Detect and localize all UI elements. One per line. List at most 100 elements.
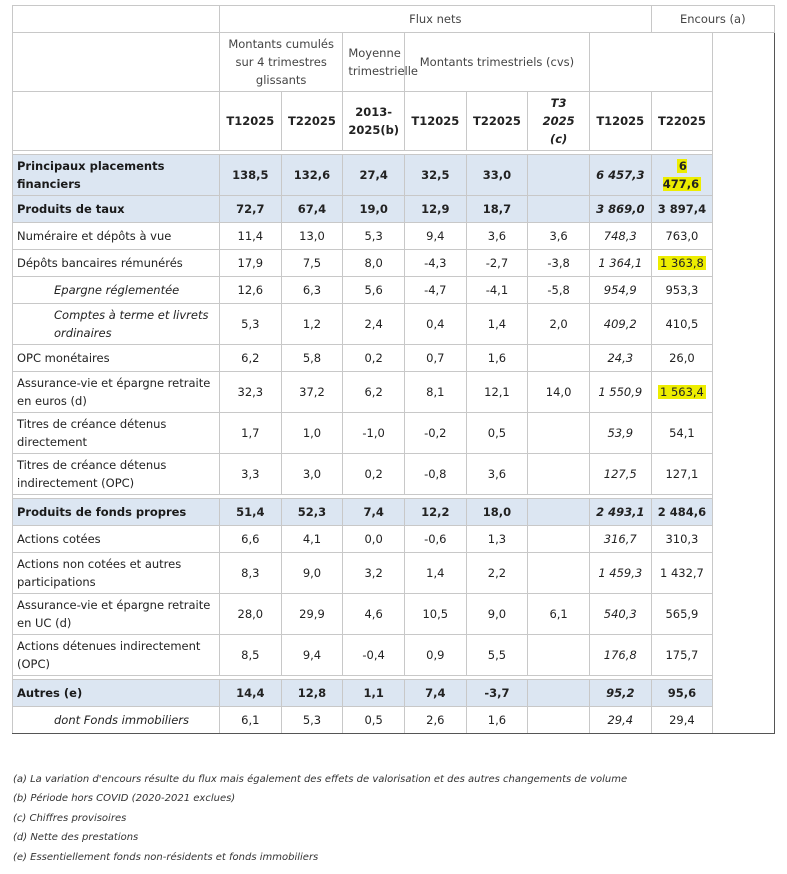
value-cell: 138,5 — [219, 154, 282, 196]
value-cell: 0,5 — [342, 706, 405, 734]
value-cell: 3,0 — [280, 453, 344, 495]
table-body: Principaux placements financiers 138,5 132… — [11, 150, 775, 734]
row-label: Titres de créance détenus indirectement … — [12, 453, 220, 495]
value-cell: 14,0 — [527, 371, 590, 413]
row-label: Dépôts bancaires rémunérés — [12, 249, 220, 277]
value-cell: 24,3 — [588, 344, 652, 372]
value-cell: 2 484,6 — [650, 498, 714, 526]
row-label: Actions détenues indirectement (OPC) — [12, 634, 220, 676]
value-cell: 6,2 — [342, 371, 405, 413]
value-cell: 10,5 — [403, 593, 467, 635]
value-cell: -4,1 — [465, 276, 529, 304]
value-cell: 763,0 — [650, 222, 714, 250]
value-cell: 310,3 — [650, 525, 714, 553]
header-cell: Moyenne trimestrielle — [342, 32, 418, 92]
table-row: Actions détenues indirectement (OPC) 8,5 9… — [12, 634, 775, 676]
table-header: Flux nets Encours (a) Montants cumulés s… — [12, 5, 776, 151]
value-cell: 9,0 — [465, 593, 529, 635]
value-cell: 17,9 — [219, 249, 282, 277]
value-cell: 1 563,4 — [650, 371, 714, 413]
value-cell: 8,1 — [403, 371, 467, 413]
value-cell: 52,3 — [280, 498, 344, 526]
value-cell: 8,5 — [219, 634, 282, 676]
value-cell: 3 897,4 — [650, 195, 714, 223]
value-cell: 7,4 — [342, 498, 405, 526]
footnote: (c) Chiffres provisoires — [13, 812, 127, 824]
value-cell: -0,6 — [403, 525, 467, 553]
row-label: Actions non cotées et autres participati… — [12, 552, 220, 594]
value-cell: 1,2 — [280, 303, 344, 345]
value-cell: -2,7 — [465, 249, 529, 277]
table-row: OPC monétaires 6,2 5,8 0,2 0,7 1,6 24,3 26,0 — [12, 344, 775, 372]
row-label: Principaux placements financiers — [12, 154, 220, 196]
value-cell: 6 477,6 — [650, 154, 714, 196]
value-cell: -0,8 — [403, 453, 467, 495]
value-cell: 37,2 — [280, 371, 344, 413]
value-cell: 0,5 — [465, 412, 529, 454]
value-cell: 1,4 — [465, 303, 529, 345]
value-cell — [527, 412, 590, 454]
column-header: T12025 — [588, 91, 652, 151]
value-cell: 1,6 — [465, 706, 529, 734]
table-row: Comptes à terme et livrets ordinaires 5,3… — [12, 303, 775, 345]
row-label: Produits de taux — [12, 195, 220, 223]
section-row: Produits de taux 72,7 67,4 19,0 12,9 18,7 3 86… — [12, 195, 775, 223]
value-cell: 32,3 — [219, 371, 282, 413]
value-cell: 26,0 — [650, 344, 714, 372]
value-cell: 3,3 — [219, 453, 282, 495]
value-cell: 12,9 — [403, 195, 467, 223]
value-cell: 2,6 — [403, 706, 467, 734]
value-cell: 3 869,0 — [588, 195, 652, 223]
row-label: Assurance-vie et épargne retraite en UC … — [12, 593, 220, 635]
value-cell: 3,6 — [465, 222, 529, 250]
value-cell: 1 459,3 — [588, 552, 652, 594]
value-cell: -3,7 — [465, 679, 529, 707]
table-row: Epargne réglementée 12,6 6,3 5,6 -4,7 -4,1 -5,… — [12, 276, 775, 304]
value-cell: 9,0 — [280, 552, 344, 594]
value-cell: 13,0 — [280, 222, 344, 250]
value-cell: -4,3 — [403, 249, 467, 277]
header-row: Flux nets Encours (a) — [12, 5, 776, 33]
table-row: Actions non cotées et autres participati… — [12, 552, 775, 594]
value-cell: 14,4 — [219, 679, 282, 707]
value-cell: 0,4 — [403, 303, 467, 345]
value-cell: 8,0 — [342, 249, 405, 277]
value-cell: 4,1 — [280, 525, 344, 553]
value-cell: 409,2 — [588, 303, 652, 345]
header-row: Montants cumulés sur 4 trimestres glissa… — [12, 32, 775, 92]
value-cell: 2,4 — [342, 303, 405, 345]
value-cell: 5,3 — [280, 706, 344, 734]
value-cell: 954,9 — [588, 276, 652, 304]
value-cell: 53,9 — [588, 412, 652, 454]
value-cell: 7,4 — [403, 679, 467, 707]
column-header: T12025 — [403, 91, 467, 151]
value-cell: 2 493,1 — [588, 498, 652, 526]
table-row: Actions cotées 6,6 4,1 0,0 -0,6 1,3 316,7 310,3 — [12, 525, 775, 553]
value-cell: 5,8 — [280, 344, 344, 372]
value-cell: 54,1 — [650, 412, 714, 454]
value-cell: 0,0 — [342, 525, 405, 553]
row-label: Numéraire et dépôts à vue — [12, 222, 220, 250]
value-cell: 95,2 — [588, 679, 652, 707]
header-cell — [12, 91, 220, 151]
value-cell: 6 457,3 — [588, 154, 652, 196]
value-cell: 5,3 — [342, 222, 405, 250]
header-row: T12025 T22025 2013-2025(b) T12025 T22025 T3 2… — [12, 91, 775, 151]
column-header: 2013-2025(b) — [342, 91, 405, 151]
row-label: Titres de créance détenus directement — [12, 412, 220, 454]
value-cell — [527, 453, 590, 495]
value-cell: 1,3 — [465, 525, 529, 553]
value-cell: 1 363,8 — [650, 249, 714, 277]
value-cell: 3,6 — [527, 222, 590, 250]
value-cell: 176,8 — [588, 634, 652, 676]
value-cell — [527, 525, 590, 553]
value-cell: 1,7 — [219, 412, 282, 454]
value-cell — [527, 498, 590, 526]
value-cell: 67,4 — [280, 195, 344, 223]
value-cell: 1,6 — [465, 344, 529, 372]
header-cell: Encours (a) — [650, 5, 776, 33]
value-cell: 127,1 — [650, 453, 714, 495]
value-cell: 12,1 — [465, 371, 529, 413]
